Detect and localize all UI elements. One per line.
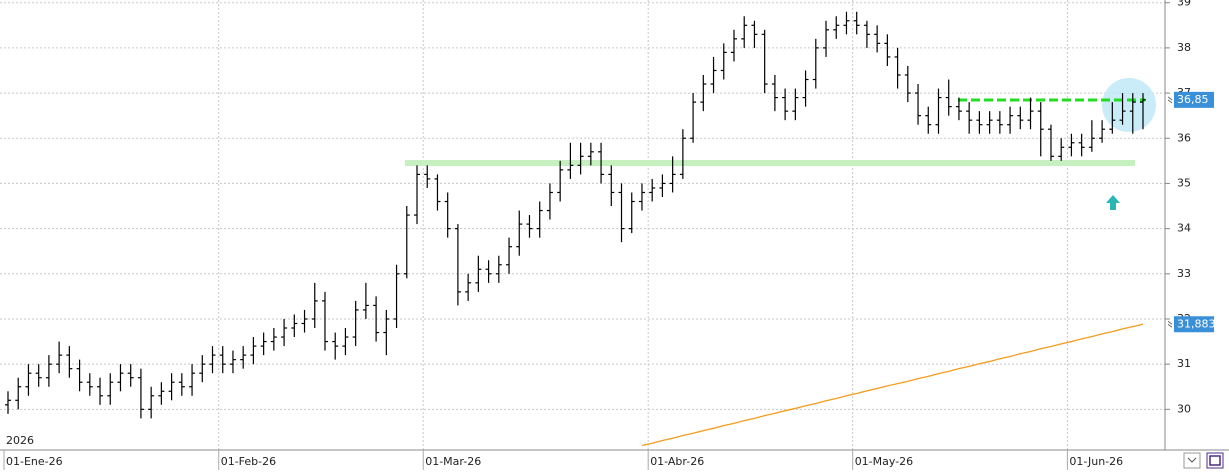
y-tick-label: 39	[1177, 0, 1191, 9]
y-tick-label: 35	[1177, 176, 1191, 189]
plot	[5, 11, 1146, 447]
x-tick-label: 01-Abr-26	[650, 455, 704, 468]
year-label: 2026	[6, 434, 34, 447]
grid	[0, 0, 1165, 450]
y-tick-label: 31	[1177, 357, 1191, 370]
x-tick-label: 01-Jun-26	[1069, 455, 1123, 468]
y-tick-label: 33	[1177, 267, 1191, 280]
price-label-box	[1174, 91, 1214, 108]
y-tick-label: 38	[1177, 41, 1191, 54]
save-icon	[1209, 455, 1221, 466]
x-tick-label: 01-May-26	[855, 455, 913, 468]
price-label-pointer	[1167, 96, 1173, 104]
support-band	[405, 160, 1135, 166]
x-tick-label: 01-Mar-26	[425, 455, 481, 468]
price-label: 31,883	[1177, 317, 1216, 330]
collapse-button[interactable]	[1183, 452, 1201, 469]
x-tick-label: 01-Feb-26	[221, 455, 276, 468]
highlight-circle	[1102, 78, 1156, 132]
moving-average-line	[641, 323, 1144, 447]
y-tick-label: 34	[1177, 222, 1191, 235]
y-tick-label: 36	[1177, 131, 1191, 144]
axes: 3031323334353637383901-Ene-2601-Feb-2601…	[3, 0, 1216, 470]
up-arrow	[1106, 195, 1120, 210]
x-tick-label: 01-Ene-26	[6, 455, 63, 468]
collapse-icon	[1187, 457, 1197, 463]
price-label-box	[1174, 316, 1214, 333]
price-label-pointer	[1167, 320, 1173, 328]
price-label: 36,85	[1177, 93, 1209, 106]
y-tick-label: 30	[1177, 402, 1191, 415]
